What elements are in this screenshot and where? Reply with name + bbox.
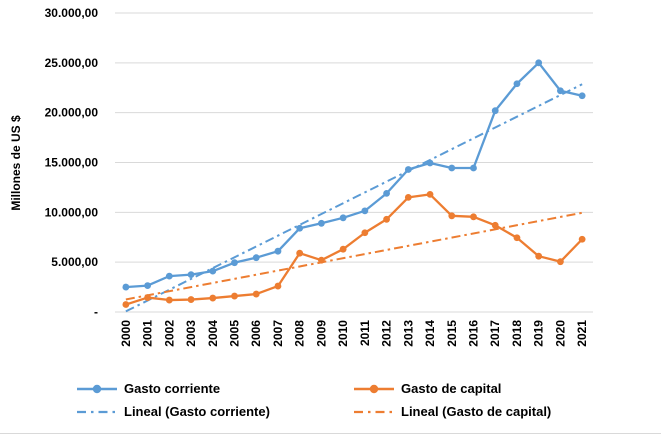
legend-label: Gasto de capital [401,381,502,396]
data-point-gasto-corriente-2001 [144,282,151,289]
legend-item-gasto-de-capital: Gasto de capital [353,381,501,396]
trendline-swatch [354,410,394,413]
data-point-gasto-de-capital-2013 [404,193,412,201]
data-point-gasto-corriente-2014 [426,159,434,167]
series-line-swatch [354,384,394,393]
data-point-gasto-de-capital-2019 [535,252,543,260]
y-tick-label: 15.000,00 [45,156,99,170]
x-tick-label: 2011 [358,320,372,346]
data-point-gasto-corriente-2003 [187,271,195,279]
data-point-gasto-corriente-2009 [318,219,325,227]
data-point-gasto-corriente-2013 [404,166,412,173]
x-tick-label: 2010 [336,320,350,347]
data-point-gasto-corriente-2020 [557,87,564,95]
y-tick-label: 25.000,00 [45,56,99,70]
data-point-gasto-de-capital-2014 [426,190,434,198]
data-point-gasto-corriente-2002 [165,272,173,280]
data-point-gasto-corriente-2016 [470,164,477,172]
data-point-gasto-de-capital-2016 [470,213,477,221]
data-point-gasto-de-capital-2008 [296,249,304,257]
data-point-gasto-corriente-2018 [513,80,521,88]
data-point-gasto-de-capital-2005 [231,292,238,300]
x-tick-label: 2014 [423,320,437,347]
x-tick-label: 2000 [119,320,133,347]
data-point-gasto-de-capital-2011 [361,229,369,237]
data-point-gasto-corriente-2005 [231,259,238,267]
legend-label: Lineal (Gasto de capital) [401,404,552,419]
x-tick-label: 2006 [249,320,263,347]
x-tick-label: 2018 [510,320,524,347]
data-point-gasto-corriente-2000 [122,283,130,291]
data-point-gasto-corriente-2004 [209,267,217,275]
data-point-gasto-de-capital-2001 [144,294,151,301]
legend-item-lineal-gasto-corriente: Lineal (Gasto corriente) [76,404,270,419]
y-tick-label: - [94,305,98,319]
data-point-gasto-de-capital-2003 [187,296,195,303]
x-tick-label: 2003 [184,320,198,347]
data-point-gasto-de-capital-2010 [339,245,347,253]
series-line-gasto-de-capital [124,193,584,306]
data-point-gasto-de-capital-2000 [122,301,130,308]
data-point-gasto-de-capital-2007 [274,282,282,290]
y-tick-label: 5.000,00 [51,255,98,269]
x-tick-label: 2005 [228,320,242,347]
trendline-lineal-gasto-de-capital [125,211,583,301]
data-point-gasto-de-capital-2009 [318,256,325,264]
data-point-gasto-de-capital-2004 [209,294,217,302]
y-tick-label: 30.000,00 [45,6,99,20]
legend-label: Lineal (Gasto corriente) [124,404,270,419]
data-point-gasto-corriente-2008 [296,224,304,232]
legend-item-lineal-gasto-de-capital: Lineal (Gasto de capital) [353,404,551,419]
data-point-gasto-corriente-2017 [491,107,499,115]
data-point-gasto-de-capital-2006 [252,290,260,298]
x-tick-label: 2020 [553,320,567,347]
data-point-gasto-de-capital-2017 [491,221,499,229]
x-tick-label: 2016 [467,320,481,347]
series-line-gasto-corriente [124,61,584,289]
data-point-gasto-corriente-2019 [535,59,543,67]
data-point-gasto-de-capital-2020 [557,258,564,266]
legend-row-1: Gasto corriente Gasto de capital [0,381,661,401]
trendline-lineal-gasto-corriente [125,83,583,313]
x-tick-label: 2007 [271,320,285,347]
x-tick-label: 2001 [141,320,155,347]
data-point-gasto-corriente-2010 [339,214,347,222]
x-tick-label: 2015 [445,320,459,347]
x-tick-label: 2009 [314,320,328,347]
data-point-gasto-de-capital-2021 [578,235,586,243]
data-point-gasto-corriente-2021 [578,92,586,100]
legend-row-2: Lineal (Gasto corriente) Lineal (Gasto d… [0,404,661,424]
x-tick-label: 2004 [206,320,220,347]
x-tick-label: 2013 [401,320,415,347]
data-point-gasto-corriente-2012 [383,189,390,197]
x-tick-label: 2019 [532,320,546,347]
legend-item-gasto-corriente: Gasto corriente [76,381,220,396]
data-point-gasto-corriente-2015 [448,164,456,172]
line-chart-plot: 30.000,00 25.000,00 20.000,00 15.000,00 10.0… [9,6,593,347]
x-tick-label: 2008 [293,320,307,347]
bottom-border-line [0,433,661,434]
data-point-gasto-de-capital-2002 [165,296,173,304]
series-line-swatch [77,384,117,393]
y-tick-label: 20.000,00 [45,106,99,120]
data-point-gasto-corriente-2006 [252,254,260,262]
y-axis-title: Millones de US $ [9,115,23,211]
data-point-gasto-de-capital-2012 [383,215,390,223]
x-tick-label: 2017 [488,320,502,347]
trendline-swatch [77,410,117,413]
x-tick-label: 2002 [162,320,176,347]
data-point-gasto-de-capital-2015 [448,212,456,220]
x-tick-label: 2021 [575,320,589,347]
y-tick-label: 10.000,00 [45,205,99,219]
x-tick-label: 2012 [380,320,394,347]
data-point-gasto-corriente-2007 [274,247,282,255]
legend-label: Gasto corriente [124,381,221,396]
data-point-gasto-de-capital-2018 [513,234,521,242]
data-point-gasto-corriente-2011 [361,207,369,215]
